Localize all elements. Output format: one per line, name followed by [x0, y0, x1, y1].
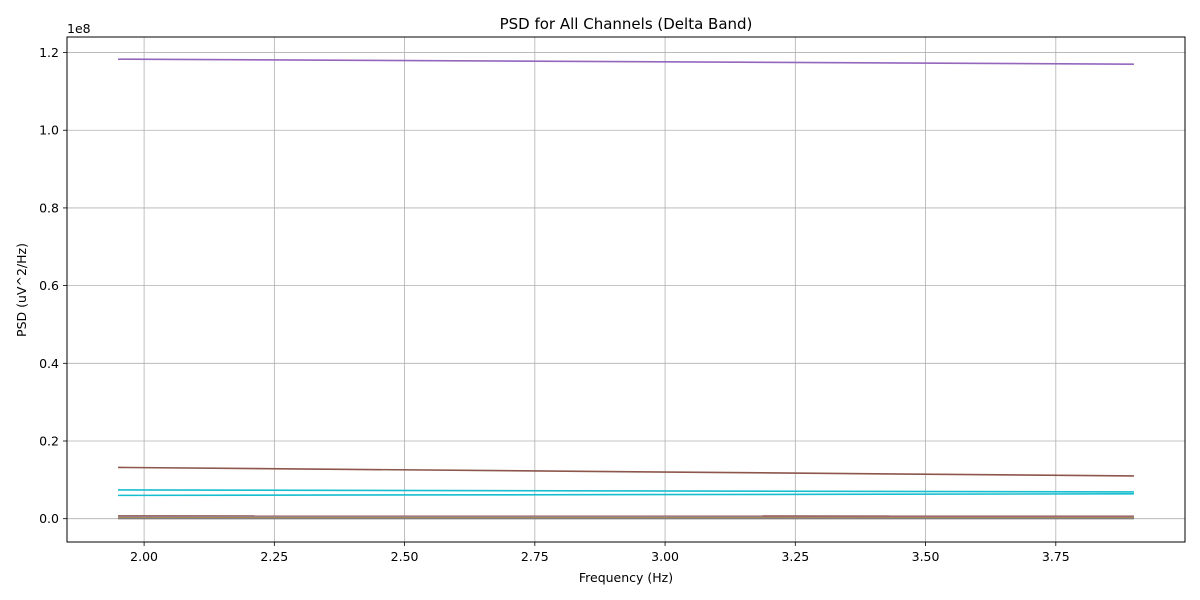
y-offset-text: 1e8 — [67, 21, 91, 36]
axes — [63, 36, 1186, 546]
tick-labels: 2.00 2.25 2.50 2.75 3.00 3.25 3.50 3.75 0.0 0.2 0.… — [39, 45, 1070, 564]
y-tick-label: 1.0 — [39, 123, 59, 138]
x-tick-label: 2.25 — [260, 549, 288, 564]
y-tick-label: 0.4 — [39, 356, 59, 371]
x-axis-label: Frequency (Hz) — [579, 570, 673, 585]
series-line-1 — [118, 58, 1134, 65]
series-line-4 — [118, 493, 1134, 497]
x-tick-label: 3.25 — [781, 549, 809, 564]
series-line-2 — [118, 466, 1134, 477]
x-tick-label: 2.50 — [391, 549, 419, 564]
x-tick-label: 3.75 — [1042, 549, 1070, 564]
x-tick-label: 2.00 — [130, 549, 158, 564]
y-tick-label: 0.2 — [39, 434, 59, 449]
x-tick-label: 3.50 — [912, 549, 940, 564]
x-tick-label: 3.00 — [651, 549, 679, 564]
y-tick-label: 0.8 — [39, 200, 59, 215]
chart-title: PSD for All Channels (Delta Band) — [500, 15, 753, 33]
y-axis-label: PSD (uV^2/Hz) — [14, 243, 29, 337]
series-line-3 — [118, 489, 1134, 493]
y-tick-label: 0.0 — [39, 511, 59, 526]
grid-lines — [67, 37, 1185, 542]
y-tick-label: 0.6 — [39, 278, 59, 293]
plot-frame — [66, 36, 1186, 543]
x-tick-label: 2.75 — [521, 549, 549, 564]
y-tick-label: 1.2 — [39, 45, 59, 60]
series-lines — [118, 58, 1134, 520]
